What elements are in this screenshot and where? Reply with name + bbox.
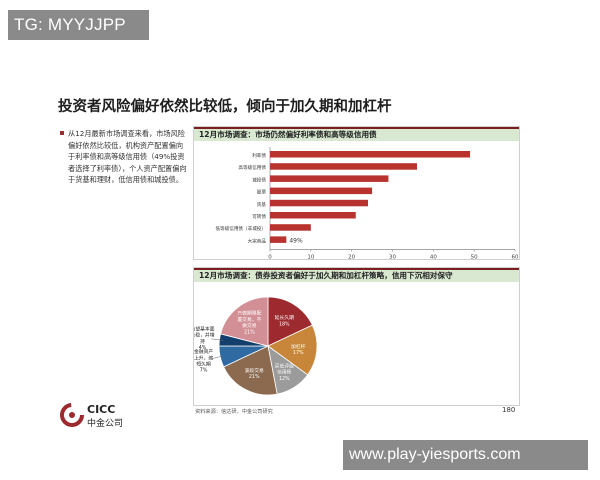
strategy-preference-panel: 12月市场调查：债券投资者偏好于加久期和加杠杆策略，信用下沉相对保守 延长久期 1… — [191, 267, 520, 406]
pie-slice-label: 加杠杆 — [291, 343, 306, 350]
pie-slice-label: 做交易 — [242, 322, 257, 329]
bar-x-tick-label: 60 — [512, 255, 519, 259]
cicc-logo-dot — [69, 412, 75, 418]
pie-slice-label: 7% — [200, 368, 208, 374]
bar — [270, 236, 287, 243]
bullet-point: 从12月最新市场调查来看，市场风险偏好依然比较低，机构资产配置偏向于利率债和高等… — [60, 128, 188, 186]
source-note: 资料来源：信达研，中金公司研究 — [195, 409, 273, 415]
bar-category-label: 利率债 — [252, 152, 266, 159]
pie-leader-line — [212, 355, 225, 359]
bar — [270, 187, 373, 195]
bar-x-tick-label: 40 — [430, 255, 437, 259]
pie-slice-label: 4% — [199, 345, 207, 351]
bar-x-tick-label: 10 — [307, 255, 314, 259]
bar — [270, 199, 368, 207]
bar-category-label: 货基 — [257, 201, 267, 208]
page-number: 180 — [502, 406, 516, 414]
pie-slice-label: 只做期限配 — [237, 310, 261, 317]
bullet-text: 从12月最新市场调查来看，市场风险偏好依然比较低，机构资产配置偏向于利率债和高等… — [68, 129, 187, 185]
channel-tag: TG: MYYJJPP — [8, 10, 149, 40]
asset-preference-header: 12月市场调查：市场仍然偏好利率债和高等级信用债 — [194, 127, 519, 141]
pie-slice-label: 波段交易 — [245, 367, 264, 374]
bar-data-label: 49% — [289, 237, 303, 244]
bar-category-label: 大宗商品 — [248, 237, 267, 244]
cicc-logo-text: CICC — [87, 403, 115, 416]
bar — [270, 151, 471, 158]
bar — [270, 224, 311, 231]
pie-slice-label: 12% — [279, 376, 290, 382]
bar — [270, 212, 356, 219]
pie-slice-label: 金融资产 — [194, 348, 213, 355]
pie-slice-label: 上升，缩 — [194, 354, 213, 361]
bar-category-label: 高等级信用债 — [238, 164, 266, 171]
bar-x-tick-label: 50 — [471, 255, 478, 259]
strategy-preference-header: 12月市场调查：债券投资者偏好于加久期和加杠杆策略，信用下沉相对保守 — [194, 268, 519, 282]
pie-slice — [223, 345, 278, 396]
pie-slice-label: 持 — [200, 338, 205, 345]
bar — [270, 163, 417, 170]
bar-category-label: 低等级信用债（非城投） — [215, 225, 266, 232]
pie-leader-line — [211, 338, 224, 341]
pie-slice-label: 买低评级 — [275, 362, 294, 369]
pie-slice-label: 延长久期 — [275, 314, 294, 321]
asset-preference-panel: 12月市场调查：市场仍然偏好利率债和高等级信用债 利率债高等级信用债城投债股票货… — [193, 126, 520, 261]
pie-slice-label: 短久期 — [196, 360, 211, 367]
bar-x-tick-label: 0 — [268, 255, 272, 259]
bar-x-tick-label: 30 — [389, 255, 396, 259]
slide-title: 投资者风险偏好依然比较低，倾向于加久期和加杠杆 — [58, 98, 392, 115]
pie-slice-label: 置交易，不 — [237, 316, 261, 323]
pie-slice-label: 17% — [293, 350, 304, 356]
pie-slice — [267, 296, 313, 347]
cicc-logo-subtext: 中金公司 — [87, 417, 123, 429]
cicc-logo: CICC 中金公司 — [60, 403, 123, 429]
pie-slice — [220, 296, 269, 347]
pie-slice-label: 18% — [279, 321, 290, 327]
pie-slice — [267, 324, 318, 376]
bar-category-label: 股票 — [257, 190, 267, 196]
bullet-marker — [60, 131, 64, 135]
pie-slice-label: 信用债 — [277, 369, 292, 376]
bar-x-tick-label: 20 — [348, 255, 355, 259]
cicc-logo-mark — [60, 403, 84, 427]
bar — [270, 175, 389, 182]
strategy-preference-pie-chart: 延长久期18%加杠杆17%买低评级信用债12%波段交易21%金融资产上升，缩短久… — [191, 296, 318, 396]
site-watermark: www.play-yiesports.com — [343, 440, 588, 470]
pie-slice-label: 21% — [249, 374, 260, 380]
pie-slice-label: 21% — [244, 329, 255, 335]
bar-category-label: 城投债 — [252, 176, 266, 183]
pie-slice-label: 希望基本面 — [194, 325, 215, 332]
bar-category-label: 可转债 — [252, 213, 266, 220]
pie-slice-label: 企稳，并增 — [194, 332, 215, 339]
